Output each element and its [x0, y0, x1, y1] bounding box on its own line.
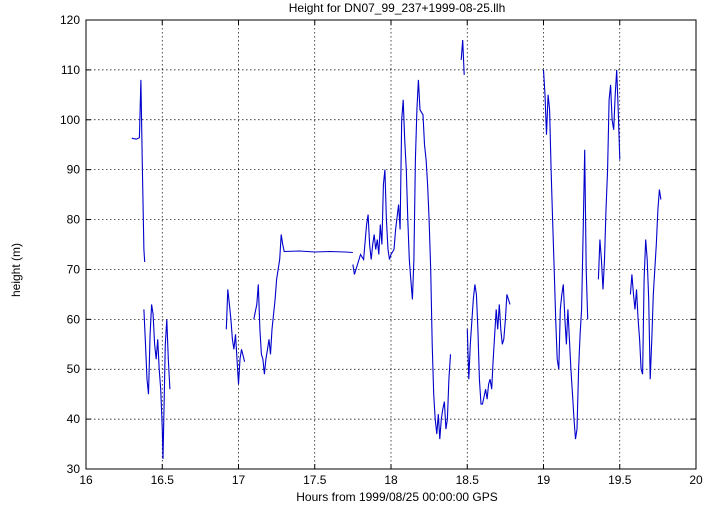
x-tick-label: 19	[537, 473, 551, 487]
series-line-segment	[460, 39, 465, 75]
axis-ticks: 16 16.5 17 17.5 18 18.5 19 19.5 20 30 40 50 60 70 80 90…	[60, 13, 703, 487]
x-tick-label: 18.5	[456, 473, 480, 487]
x-tick-label: 20	[689, 473, 703, 487]
series-line-segment	[143, 304, 171, 460]
y-tick-label: 50	[67, 362, 81, 376]
y-tick-label: 100	[60, 113, 80, 127]
series-line-segment	[253, 234, 285, 375]
x-tick-label: 19.5	[608, 473, 632, 487]
y-tick-label: 60	[67, 312, 81, 326]
x-tick-label: 18	[384, 473, 398, 487]
y-tick-label: 70	[67, 262, 81, 276]
y-tick-label: 30	[67, 462, 81, 476]
series-line-segment	[131, 79, 146, 263]
y-axis-label: height (m)	[9, 243, 23, 297]
grid-lines	[86, 20, 696, 469]
x-tick-label: 17	[232, 473, 246, 487]
chart-title: Height for DN07_99_237+1999-08-25.llh	[289, 1, 506, 15]
y-tick-label: 40	[67, 412, 81, 426]
y-tick-label: 80	[67, 213, 81, 227]
x-tick-label: 16.5	[151, 473, 175, 487]
series-line-segment	[225, 289, 246, 385]
series-line-segment	[352, 79, 452, 440]
y-tick-label: 90	[67, 163, 81, 177]
y-tick-label: 120	[60, 13, 80, 27]
x-axis-label: Hours from 1999/08/25 00:00:00 GPS	[296, 490, 497, 504]
series-line-segment	[284, 250, 353, 254]
series-layer	[131, 39, 662, 460]
x-tick-label: 17.5	[303, 473, 327, 487]
series-line-segment	[629, 189, 662, 380]
series-line-segment	[466, 284, 511, 405]
series-line-segment	[542, 69, 589, 440]
series-line-segment	[597, 69, 621, 290]
x-tick-label: 16	[79, 473, 93, 487]
y-tick-label: 110	[61, 63, 80, 77]
